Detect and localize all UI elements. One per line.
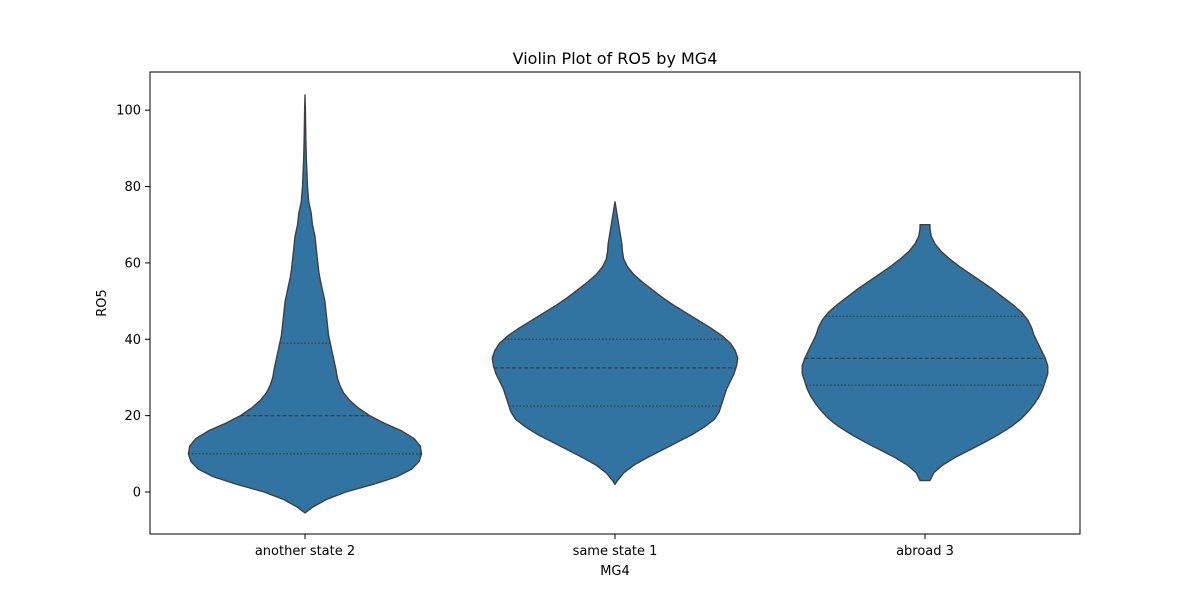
violins-layer	[187, 94, 1049, 514]
x-tick-label: abroad 3	[896, 544, 954, 559]
x-tick-label: another state 2	[255, 544, 355, 559]
x-tick-label: same state 1	[573, 544, 658, 559]
y-tick-label: 20	[124, 409, 141, 424]
y-tick-label: 40	[124, 333, 141, 348]
y-tick-label: 60	[124, 256, 141, 271]
y-axis: 0 20 40 60 80 100	[116, 104, 150, 501]
y-tick-label: 80	[124, 180, 141, 195]
x-axis-title: MG4	[600, 564, 630, 579]
y-tick-label: 100	[116, 104, 141, 119]
violin-body	[801, 224, 1049, 482]
y-axis-title: RO5	[95, 289, 110, 317]
y-tick-label: 0	[133, 486, 141, 501]
chart-title: Violin Plot of RO5 by MG4	[513, 49, 718, 68]
violin-body	[491, 201, 739, 486]
x-axis: another state 2 same state 1 abroad 3	[255, 534, 954, 559]
violin-body	[187, 94, 423, 514]
